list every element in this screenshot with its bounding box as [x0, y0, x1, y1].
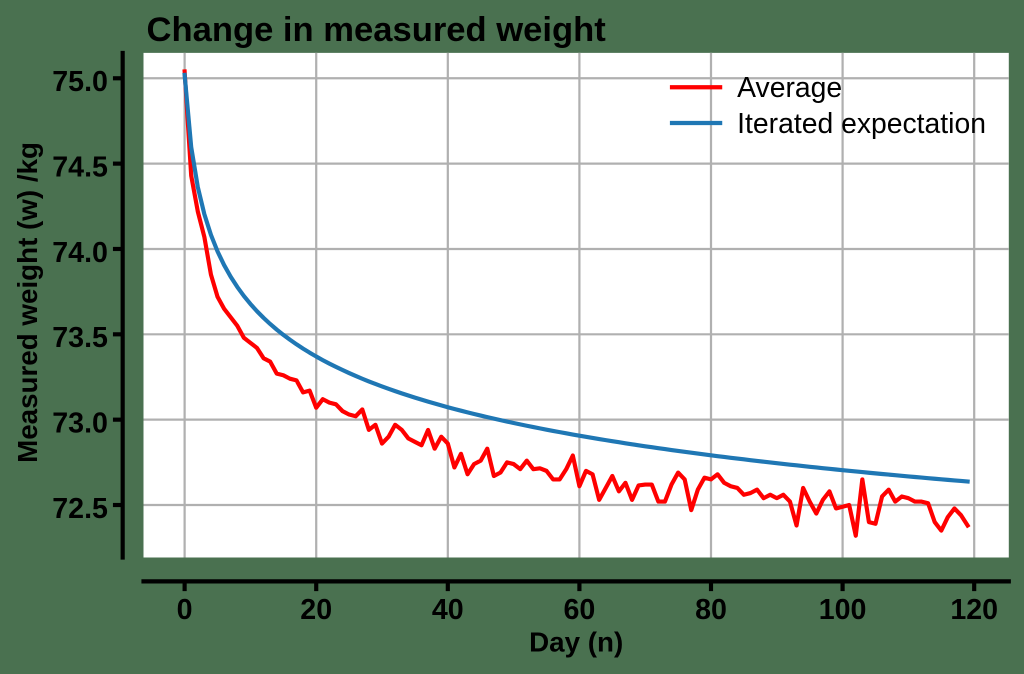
svg-text:73.0: 73.0 [52, 408, 108, 440]
svg-text:73.5: 73.5 [52, 322, 108, 354]
svg-text:74.0: 74.0 [52, 237, 108, 269]
svg-text:72.5: 72.5 [52, 493, 108, 525]
svg-text:40: 40 [432, 594, 464, 626]
svg-text:Day (n): Day (n) [529, 627, 623, 658]
svg-text:20: 20 [300, 594, 332, 626]
svg-text:75.0: 75.0 [52, 66, 108, 98]
svg-text:Change in measured weight: Change in measured weight [147, 11, 607, 49]
svg-text:74.5: 74.5 [52, 151, 108, 183]
svg-text:0: 0 [177, 594, 193, 626]
svg-text:80: 80 [695, 594, 727, 626]
svg-text:Iterated expectation: Iterated expectation [737, 108, 986, 140]
svg-text:120: 120 [950, 594, 998, 626]
svg-text:60: 60 [563, 594, 595, 626]
svg-text:100: 100 [819, 594, 867, 626]
svg-text:Measured weight (w) /kg: Measured weight (w) /kg [12, 142, 43, 463]
svg-text:Average: Average [737, 72, 842, 104]
